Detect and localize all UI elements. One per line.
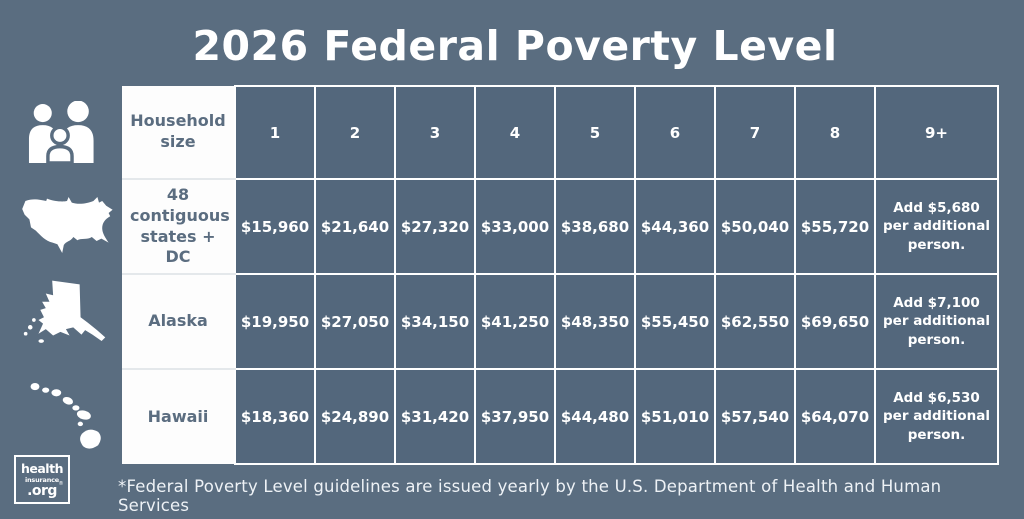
col-header-3: 3 — [394, 85, 476, 180]
value-cell: $31,420 — [394, 368, 476, 465]
note-cell-hawaii: Add $6,530 per additional person. — [874, 368, 999, 465]
corner-cell-household-size: Household size — [122, 86, 236, 180]
col-header-2: 2 — [314, 85, 396, 180]
value-cell: $18,360 — [234, 368, 316, 465]
value-cell: $19,950 — [234, 273, 316, 370]
value-cell: $15,960 — [234, 178, 316, 275]
value-cell: $21,640 — [314, 178, 396, 275]
value-cell: $48,350 — [554, 273, 636, 370]
col-header-9plus: 9+ — [874, 85, 999, 180]
fpl-table: Household size 1 2 3 4 5 6 7 8 9+ 48 con… — [122, 85, 999, 465]
col-header-7: 7 — [714, 85, 796, 180]
logo-line-3: .org ® — [27, 481, 63, 499]
row-label-alaska: Alaska — [122, 273, 236, 370]
value-cell: $27,050 — [314, 273, 396, 370]
value-cell: $38,680 — [554, 178, 636, 275]
table-row-alaska: Alaska $19,950 $27,050 $34,150 $41,250 $… — [122, 273, 999, 370]
table-row-48-states: 48 contiguous states + DC $15,960 $21,64… — [122, 178, 999, 275]
note-cell-alaska: Add $7,100 per additional person. — [874, 273, 999, 370]
note-cell-48-states: Add $5,680 per additional person. — [874, 178, 999, 275]
page-title: 2026 Federal Poverty Level — [192, 22, 838, 70]
value-cell: $69,650 — [794, 273, 876, 370]
row-label-hawaii: Hawaii — [122, 368, 236, 464]
value-cell: $44,360 — [634, 178, 716, 275]
logo-line-1: health — [21, 461, 63, 476]
healthinsurance-org-logo: health insurance .org ® — [14, 455, 70, 504]
value-cell: $44,480 — [554, 368, 636, 465]
col-header-1: 1 — [234, 85, 316, 180]
contiguous-us-map-icon — [18, 192, 116, 258]
value-cell: $27,320 — [394, 178, 476, 275]
hawaii-map-icon — [26, 374, 108, 456]
col-header-5: 5 — [554, 85, 636, 180]
col-header-6: 6 — [634, 85, 716, 180]
value-cell: $41,250 — [474, 273, 556, 370]
header-row: Household size 1 2 3 4 5 6 7 8 9+ — [122, 85, 999, 180]
family-icon — [20, 100, 112, 164]
col-header-4: 4 — [474, 85, 556, 180]
alaska-map-icon — [18, 276, 112, 364]
logo-line-2: insurance — [24, 475, 60, 484]
value-cell: $55,720 — [794, 178, 876, 275]
value-cell: $64,070 — [794, 368, 876, 465]
value-cell: $55,450 — [634, 273, 716, 370]
value-cell: $50,040 — [714, 178, 796, 275]
row-label-48-states: 48 contiguous states + DC — [122, 178, 236, 275]
footnote: *Federal Poverty Level guidelines are is… — [118, 477, 942, 515]
value-cell: $24,890 — [314, 368, 396, 465]
table-row-hawaii: Hawaii $18,360 $24,890 $31,420 $37,950 $… — [122, 368, 999, 465]
value-cell: $62,550 — [714, 273, 796, 370]
value-cell: $34,150 — [394, 273, 476, 370]
value-cell: $33,000 — [474, 178, 556, 275]
col-header-8: 8 — [794, 85, 876, 180]
value-cell: $51,010 — [634, 368, 716, 465]
trademark-mark: ® — [58, 481, 63, 487]
value-cell: $57,540 — [714, 368, 796, 465]
value-cell: $37,950 — [474, 368, 556, 465]
